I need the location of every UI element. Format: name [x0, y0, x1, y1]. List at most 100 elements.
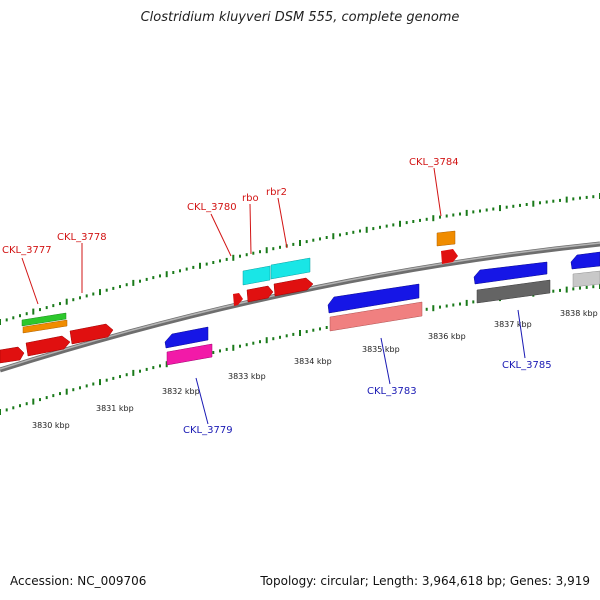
gene-label-CKL_3777[interactable]: CKL_3777: [2, 245, 52, 256]
tick-lower-minor: [572, 287, 575, 291]
tick-upper-minor: [505, 205, 508, 209]
tick-upper-minor: [572, 197, 575, 201]
tick-upper-minor: [385, 224, 388, 228]
tick-upper-minor: [159, 274, 161, 278]
tick-lower-minor: [272, 337, 275, 341]
kbp-label-3832: 3832 kbp: [162, 387, 200, 396]
tick-upper-major: [465, 209, 468, 216]
gene-bar-orange[interactable]: [22, 319, 68, 334]
gene-arrow-blue[interactable]: [473, 261, 548, 285]
gene-bar-lightgray[interactable]: [572, 270, 600, 288]
tick-upper-minor: [525, 203, 528, 206]
kbp-label-3833: 3833 kbp: [228, 372, 266, 381]
gene-arrow-red[interactable]: [246, 285, 274, 303]
gene-bar-cyan[interactable]: [242, 265, 271, 286]
gene-arrow-red-small[interactable]: [441, 249, 458, 264]
gene-bar-green[interactable]: [21, 312, 67, 327]
tick-upper-minor: [339, 233, 341, 237]
tick-upper-major: [332, 233, 335, 240]
gene-label-CKL_3779[interactable]: CKL_3779: [183, 425, 233, 436]
gene-arrow-red[interactable]: [273, 277, 314, 297]
tick-lower-minor: [159, 364, 161, 368]
tick-upper-minor: [225, 257, 228, 261]
tick-upper-minor: [185, 267, 188, 271]
tick-lower-minor: [25, 402, 28, 406]
gene-label-CKL_3778[interactable]: CKL_3778: [57, 232, 107, 243]
tick-upper-minor: [379, 225, 381, 229]
tick-upper-minor: [85, 294, 88, 298]
gene-bar-cyan[interactable]: [270, 257, 311, 280]
tick-upper-minor: [359, 229, 361, 233]
tick-lower-major: [32, 398, 35, 405]
tick-upper-minor: [292, 242, 295, 246]
tick-upper-minor: [559, 198, 561, 202]
tick-upper-minor: [439, 215, 441, 219]
tick-upper-minor: [192, 265, 195, 269]
gene-bar-orange[interactable]: [436, 230, 456, 247]
gene-label-CKL_3783[interactable]: CKL_3783: [367, 386, 417, 397]
tick-upper-minor: [125, 283, 128, 287]
gene-bar-salmon[interactable]: [329, 301, 423, 332]
tick-upper-minor: [592, 195, 595, 199]
tick-upper-major: [299, 240, 301, 246]
tick-lower-minor: [445, 304, 448, 308]
gene-label-CKL_3785[interactable]: CKL_3785: [502, 360, 552, 371]
gene-arrow-red-small[interactable]: [233, 293, 243, 306]
gene-arrow-red[interactable]: [0, 346, 25, 364]
tick-upper-minor: [279, 245, 281, 249]
tick-lower-minor: [319, 327, 321, 331]
tick-lower-minor: [152, 366, 155, 370]
tick-upper-minor: [212, 261, 215, 264]
tick-upper-minor: [12, 316, 15, 320]
tick-upper-minor: [19, 314, 21, 318]
gene-arrow-blue[interactable]: [164, 326, 209, 349]
upper-tick-row: [0, 193, 600, 325]
lower-tick-row: [0, 283, 600, 415]
tick-upper-major: [0, 319, 1, 325]
tick-lower-minor: [85, 384, 88, 388]
gene-label-CKL_3780[interactable]: CKL_3780: [187, 202, 237, 213]
gene-label-rbo[interactable]: rbo: [242, 193, 259, 204]
tick-lower-major: [0, 409, 1, 415]
leader-line-CKL_3785: [517, 309, 526, 359]
gene-arrow-blue[interactable]: [327, 283, 420, 314]
tick-lower-minor: [145, 367, 148, 371]
tick-lower-minor: [425, 307, 428, 311]
tick-upper-minor: [459, 212, 461, 216]
gene-label-CKL_3784[interactable]: CKL_3784: [409, 157, 459, 168]
tick-lower-major: [465, 299, 468, 306]
tick-upper-minor: [259, 250, 261, 254]
tick-upper-minor: [79, 296, 81, 300]
tick-upper-minor: [239, 254, 241, 258]
tick-upper-minor: [179, 269, 181, 273]
tick-upper-minor: [352, 230, 355, 234]
tick-lower-major: [432, 305, 435, 312]
gene-arrow-red[interactable]: [25, 335, 71, 357]
tick-upper-minor: [272, 247, 275, 251]
tick-lower-minor: [219, 349, 221, 353]
tick-lower-minor: [452, 303, 455, 307]
leader-line-CKL_3780: [210, 213, 232, 257]
tick-lower-minor: [245, 343, 248, 347]
tick-lower-minor: [472, 300, 475, 304]
tick-lower-minor: [105, 378, 108, 382]
gene-label-rbr2[interactable]: rbr2: [266, 187, 287, 198]
gene-arrow-red[interactable]: [69, 323, 114, 345]
tick-lower-major: [132, 369, 135, 376]
tick-upper-minor: [479, 209, 481, 213]
tick-lower-minor: [239, 344, 241, 348]
gene-arrow-blue[interactable]: [570, 251, 600, 270]
gene-bar-darkgray[interactable]: [476, 279, 551, 304]
gene-bar-magenta[interactable]: [166, 343, 213, 366]
tick-lower-major: [99, 379, 101, 386]
tick-lower-major: [299, 330, 301, 336]
tick-upper-minor: [252, 251, 255, 255]
tick-lower-minor: [279, 335, 281, 339]
kbp-label-3830: 3830 kbp: [32, 421, 70, 430]
tick-lower-minor: [305, 330, 308, 334]
tick-lower-minor: [92, 382, 95, 386]
tick-lower-minor: [5, 408, 8, 412]
tick-lower-major: [265, 337, 268, 344]
tick-upper-minor: [112, 286, 115, 290]
